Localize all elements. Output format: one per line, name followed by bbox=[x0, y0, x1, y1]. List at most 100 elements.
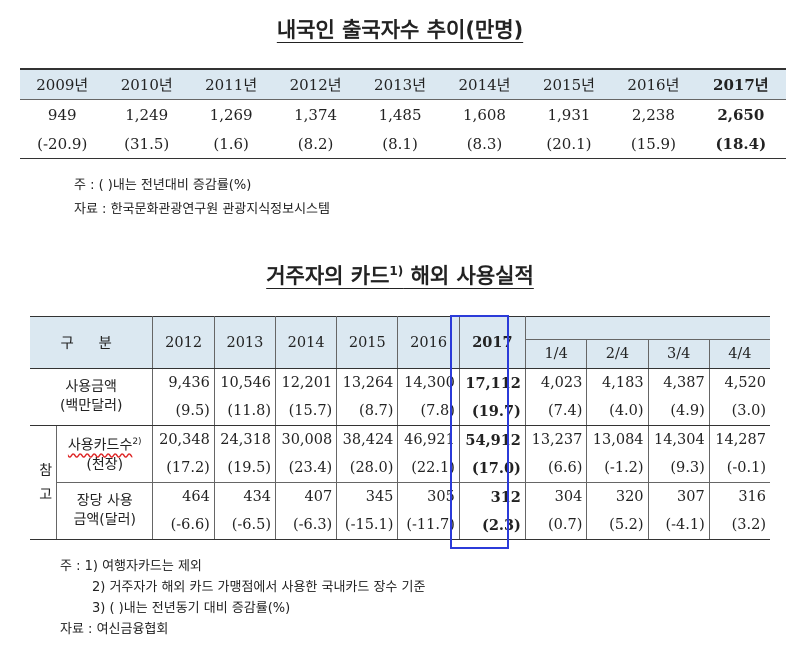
value-cell: 1,249 bbox=[125, 105, 169, 124]
value-cell: 1,269 bbox=[209, 105, 253, 124]
value-cell: 305 bbox=[397, 482, 460, 511]
outbound-travelers-table: 2009년 2010년 2011년 2012년 2013년 2014년 2015… bbox=[20, 68, 786, 159]
value-cell: 17,112 bbox=[459, 368, 526, 397]
change-cell: (-4.1) bbox=[648, 511, 710, 540]
change-cell: (18.4) bbox=[695, 129, 786, 159]
reference-label: 참 고 bbox=[30, 425, 58, 540]
change-cell: (4.0) bbox=[586, 397, 649, 426]
table2-title-rest: 해외 사용실적 bbox=[403, 264, 534, 288]
change-cell: (5.2) bbox=[586, 511, 649, 540]
value-cell: 14,300 bbox=[397, 368, 460, 397]
table1-value-row: 949 1,249 1,269 1,374 1,485 1,608 1,931 … bbox=[20, 100, 786, 130]
value-cell: 4,387 bbox=[648, 368, 710, 397]
year-cell: 2016년 bbox=[611, 68, 696, 100]
quarter-header: 1/4 bbox=[525, 339, 588, 369]
value-cell: 46,921 bbox=[397, 425, 460, 454]
table1-header-row: 2009년 2010년 2011년 2012년 2013년 2014년 2015… bbox=[20, 68, 786, 100]
change-cell: (7.4) bbox=[525, 397, 588, 426]
cards-used-row: 참 고 사용카드수2) (천장) 20,348 24,318 30,008 38… bbox=[30, 425, 770, 540]
value-cell: 2,650 bbox=[717, 105, 765, 124]
year-cell: 2012년 bbox=[273, 68, 358, 100]
table2-title-main: 거주자의 카드 bbox=[266, 264, 390, 288]
cards-used-label-a: 사용카드수 bbox=[67, 437, 133, 454]
year-cell: 2017년 bbox=[695, 68, 786, 100]
year-cell: 2011년 bbox=[188, 68, 274, 100]
value-cell: 1,374 bbox=[294, 105, 338, 124]
change-cell: (11.8) bbox=[214, 397, 277, 426]
cards-used-label: 사용카드수2) (천장) bbox=[56, 425, 154, 483]
value-cell: 20,348 bbox=[152, 425, 215, 454]
change-cell: (17.0) bbox=[459, 454, 526, 483]
table2-note-2: 2) 거주자가 해외 카드 가맹점에서 사용한 국내카드 장수 기준 bbox=[92, 580, 426, 595]
amount-per-card-label-b: 금액(달러) bbox=[73, 512, 136, 528]
change-cell: (20.1) bbox=[526, 129, 612, 159]
reference-label-2: 고 bbox=[39, 486, 53, 503]
amount-per-card-label-a: 장당 사용 bbox=[76, 493, 133, 509]
change-cell: (2.3) bbox=[459, 511, 526, 540]
year-header: 2013 bbox=[214, 316, 277, 369]
table2-header-row-1: 구 분 2012 2013 2014 2015 2016 2017 bbox=[30, 316, 770, 369]
year-header: 2016 bbox=[397, 316, 460, 369]
quarter-header: 4/4 bbox=[709, 339, 770, 369]
change-cell: (28.0) bbox=[336, 454, 399, 483]
reference-label-1: 참 bbox=[39, 462, 53, 479]
change-cell: (-20.9) bbox=[20, 129, 105, 159]
year-header: 2012 bbox=[152, 316, 215, 369]
value-cell: 13,264 bbox=[336, 368, 399, 397]
year-header: 2015 bbox=[336, 316, 399, 369]
change-cell: (31.5) bbox=[104, 129, 189, 159]
table1-title: 내국인 출국자수 추이(만명) bbox=[276, 18, 524, 42]
value-cell: 1,608 bbox=[463, 105, 506, 124]
value-cell: 949 bbox=[47, 105, 77, 124]
usage-amount-label-b: (백만달러) bbox=[59, 398, 123, 414]
change-cell: (8.7) bbox=[336, 397, 399, 426]
header-label: 구 분 bbox=[30, 316, 154, 369]
value-cell: 307 bbox=[648, 482, 710, 511]
table1-change-row: (-20.9) (31.5) (1.6) (8.2) (8.1) (8.3) (… bbox=[20, 129, 786, 159]
change-cell: (-0.1) bbox=[709, 454, 770, 483]
usage-amount-change-row: (9.5) (11.8) (15.7) (8.7) (7.8) (19.7) (… bbox=[30, 397, 770, 426]
value-cell: 320 bbox=[586, 482, 649, 511]
change-cell: (9.5) bbox=[152, 397, 215, 426]
change-cell: (3.2) bbox=[709, 511, 770, 540]
change-cell: (8.3) bbox=[442, 129, 527, 159]
change-cell: (-1.2) bbox=[586, 454, 649, 483]
value-cell: 14,287 bbox=[715, 432, 766, 448]
value-cell: 13,084 bbox=[586, 425, 649, 454]
change-cell: (-11.7) bbox=[397, 511, 460, 540]
value-cell: 4,520 bbox=[724, 375, 766, 391]
year-cell: 2015년 bbox=[526, 68, 612, 100]
amount-per-card-row: 장당 사용 금액(달러) 464 434 407 345 305 312 304… bbox=[30, 482, 770, 540]
change-cell: (15.7) bbox=[275, 397, 338, 426]
value-cell: 1,485 bbox=[378, 105, 422, 124]
value-cell: 464 bbox=[152, 482, 215, 511]
amount-per-card-change-row: (-6.6) (-6.5) (-6.3) (-15.1) (-11.7) (2.… bbox=[30, 511, 770, 540]
value-cell: 9,436 bbox=[152, 368, 215, 397]
year-cell: 2013년 bbox=[357, 68, 443, 100]
table2-header-row-2: 1/4 2/4 3/4 4/4 bbox=[30, 339, 770, 369]
year-cell: 2010년 bbox=[104, 68, 189, 100]
table2-note-3: 3) ( )내는 전년동기 대비 증감률(%) bbox=[92, 601, 291, 616]
amount-per-card-label: 장당 사용 금액(달러) bbox=[56, 482, 154, 540]
cards-used-footnote: 2) bbox=[132, 437, 142, 448]
value-cell: 407 bbox=[275, 482, 338, 511]
usage-amount-row: 사용금액 (백만달러) 9,436 10,546 12,201 13,264 1… bbox=[30, 368, 770, 426]
change-cell: (-6.6) bbox=[152, 511, 215, 540]
change-cell: (6.6) bbox=[525, 454, 588, 483]
quarter-group-header bbox=[525, 316, 770, 340]
table1-source: 자료 : 한국문화관광연구원 관광지식정보시스템 bbox=[74, 202, 330, 217]
change-cell: (9.3) bbox=[648, 454, 710, 483]
year-cell: 2014년 bbox=[442, 68, 527, 100]
change-cell: (4.9) bbox=[648, 397, 710, 426]
usage-amount-label: 사용금액 (백만달러) bbox=[30, 368, 154, 426]
value-cell: 54,912 bbox=[459, 425, 526, 454]
change-cell: (17.2) bbox=[152, 454, 215, 483]
value-cell: 345 bbox=[336, 482, 399, 511]
value-cell: 312 bbox=[459, 482, 526, 511]
value-cell: 12,201 bbox=[275, 368, 338, 397]
value-cell: 30,008 bbox=[275, 425, 338, 454]
usage-amount-label-a: 사용금액 bbox=[65, 379, 117, 395]
value-cell: 14,304 bbox=[648, 425, 710, 454]
value-cell: 24,318 bbox=[214, 425, 277, 454]
change-cell: (7.8) bbox=[397, 397, 460, 426]
